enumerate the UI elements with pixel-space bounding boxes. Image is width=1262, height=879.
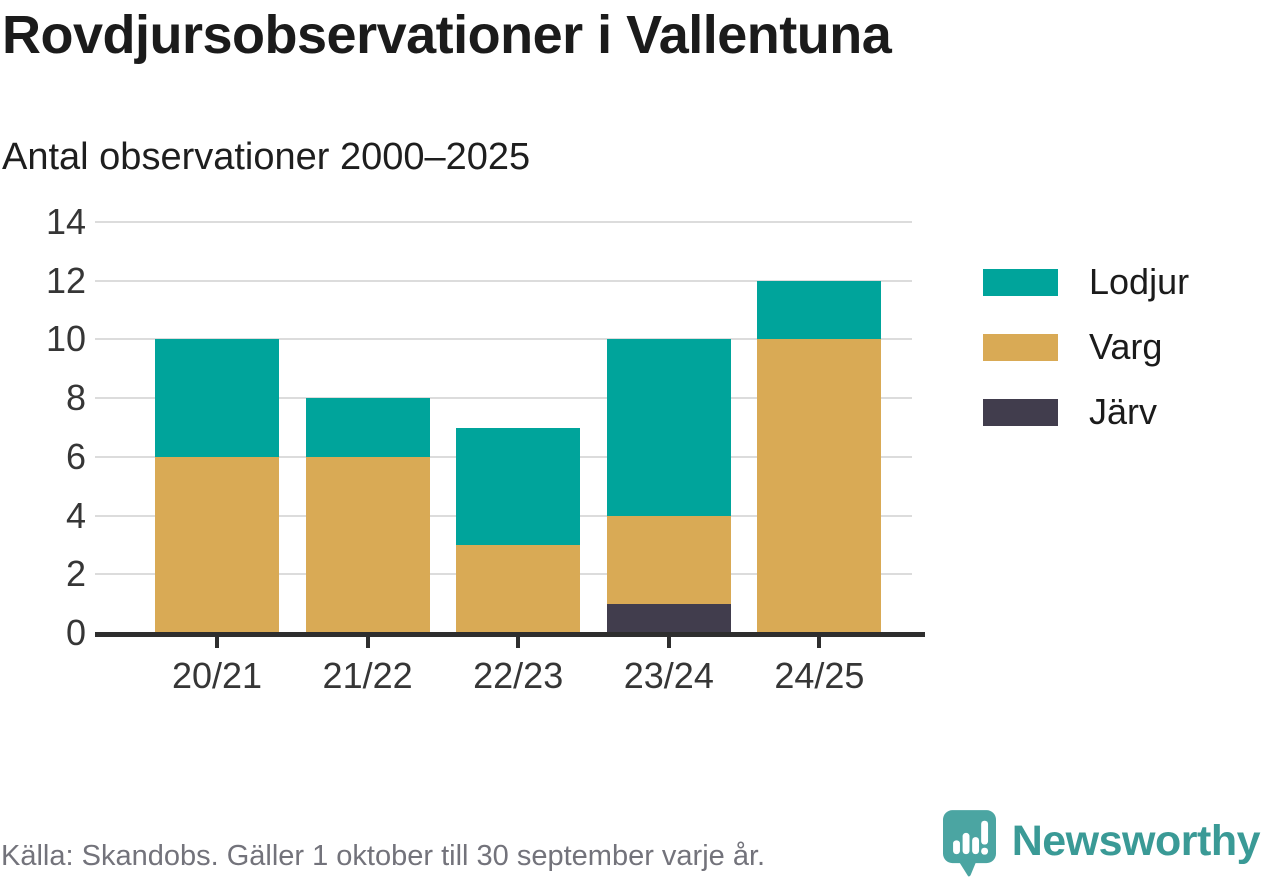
bar-segment-21/22-lodjur	[305, 398, 430, 457]
legend-label-varg: Varg	[1089, 326, 1163, 367]
x-axis-tick-23/24	[666, 635, 671, 648]
newsworthy-logo-icon	[942, 810, 996, 877]
x-axis-tick-22/23	[516, 635, 521, 648]
x-axis-label-23/24: 23/24	[623, 655, 714, 696]
legend: Lodjur Varg Järv	[983, 264, 1189, 430]
bar-segment-24/25-lodjur	[757, 280, 882, 340]
legend-item-lodjur: Lodjur	[983, 264, 1189, 300]
bar-segment-22/23-varg	[456, 544, 581, 633]
bar-segment-21/22-varg	[305, 456, 430, 633]
bar-segment-20/21-varg	[155, 456, 279, 633]
bar-segment-23/24-lodjur	[606, 339, 731, 516]
bar-segment-24/25-varg	[757, 339, 882, 633]
gridline-y8	[95, 397, 912, 400]
bar-segment-22/23-lodjur	[456, 427, 581, 545]
legend-swatch-lodjur	[983, 268, 1058, 296]
y-axis-tick-label: 10	[45, 318, 86, 360]
chart-subtitle: Antal observationer 2000–2025	[2, 136, 531, 178]
brand-wordmark: Newsworthy	[1011, 817, 1261, 865]
x-axis-label-24/25: 24/25	[774, 655, 865, 696]
legend-swatch-järv	[983, 398, 1058, 426]
legend-label-lodjur: Lodjur	[1089, 261, 1190, 302]
gridline-y12	[95, 279, 912, 282]
y-axis-tick-label: 12	[45, 259, 86, 301]
legend-label-järv: Järv	[1089, 391, 1158, 432]
legend-item-varg: Varg	[983, 329, 1189, 365]
y-axis-tick-label: 14	[45, 201, 86, 242]
x-axis-tick-24/25	[817, 635, 822, 648]
y-axis-tick-label: 2	[65, 553, 86, 595]
gridline-y14	[95, 221, 912, 223]
brand-lockup: Newsworthy	[942, 810, 1261, 877]
x-axis-label-21/22: 21/22	[322, 655, 413, 696]
y-axis-tick-label: 4	[65, 494, 86, 536]
bar-segment-23/24-järv	[606, 603, 731, 633]
x-axis-line	[95, 632, 925, 637]
y-axis-tick-label: 8	[65, 377, 86, 419]
bar-segment-23/24-varg	[606, 515, 731, 604]
y-axis-tick-label: 6	[65, 435, 86, 477]
x-axis-tick-20/21	[215, 635, 219, 648]
legend-item-järv: Järv	[983, 394, 1189, 430]
gridline-y10	[95, 338, 912, 341]
bar-segment-20/21-lodjur	[155, 339, 279, 457]
legend-swatch-varg	[983, 333, 1058, 361]
x-axis-tick-21/22	[365, 635, 370, 648]
x-axis-label-22/23: 22/23	[473, 655, 564, 696]
x-axis-label-20/21: 20/21	[171, 655, 263, 696]
y-axis-tick-label: 0	[65, 612, 86, 653]
chart-title: Rovdjursobservationer i Vallentuna	[2, 5, 892, 65]
source-note: Källa: Skandobs. Gäller 1 oktober till 3…	[1, 840, 766, 872]
